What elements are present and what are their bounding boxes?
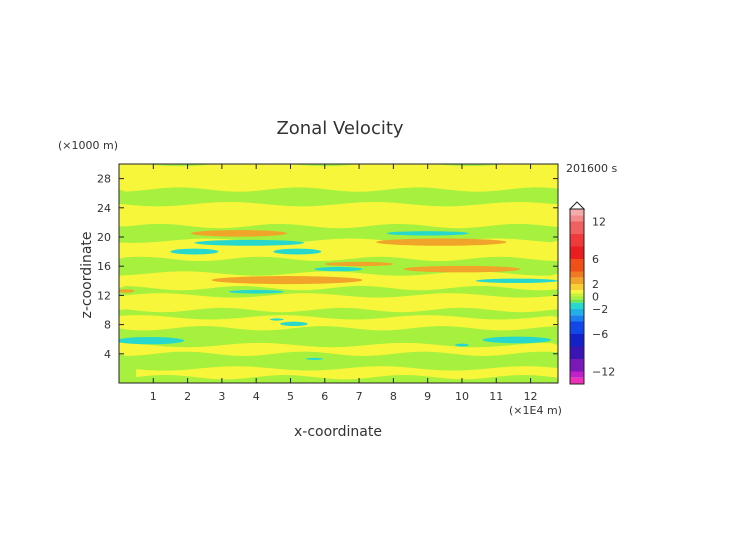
y-tick-label: 12 xyxy=(97,289,111,302)
colorbar-segment xyxy=(570,302,584,309)
x-tick-label: 2 xyxy=(184,390,191,403)
colorbar-segment xyxy=(570,221,584,234)
plot-area xyxy=(119,164,558,383)
y-tick-label: 24 xyxy=(97,202,111,215)
colorbar-segment xyxy=(570,284,584,291)
contour-blob xyxy=(305,357,324,361)
contour-blob xyxy=(376,238,507,246)
time-label: 201600 s xyxy=(566,162,617,175)
contour-band xyxy=(119,201,558,229)
x-tick-label: 4 xyxy=(253,390,260,403)
colorbar-segment xyxy=(570,346,584,359)
colorbar-segment xyxy=(570,293,584,297)
colorbar-tick-label: 12 xyxy=(592,216,606,229)
contour-blob xyxy=(280,321,308,327)
x-tick-label: 8 xyxy=(390,390,397,403)
contour-blob xyxy=(228,289,284,294)
contour-blob xyxy=(324,261,394,267)
x-tick-label: 5 xyxy=(287,390,294,403)
contour-band xyxy=(119,164,558,192)
x-tick-label: 6 xyxy=(321,390,328,403)
colorbar-segment xyxy=(570,259,584,272)
colorbar-segment xyxy=(570,359,584,372)
contour-blob xyxy=(455,343,469,347)
colorbar-segment xyxy=(570,321,584,334)
colorbar-segment xyxy=(570,377,584,384)
y-tick-label: 20 xyxy=(97,231,111,244)
colorbar-segment xyxy=(570,334,584,347)
x-axis-label: x-coordinate xyxy=(294,424,382,440)
x-unit-label: (×1E4 m) xyxy=(509,404,562,417)
colorbar-segment xyxy=(570,277,584,284)
colorbar-segment xyxy=(570,371,584,378)
x-ticks: 1 2 3 4 5 6 7 8 9 10 11 12 xyxy=(150,164,538,403)
x-tick-label: 1 xyxy=(150,390,157,403)
contour-blob xyxy=(403,265,521,273)
y-tick-label: 28 xyxy=(97,173,111,186)
contour-band xyxy=(136,366,558,380)
x-tick-label: 7 xyxy=(356,390,363,403)
colorbar-tick-label: 2 xyxy=(592,278,599,291)
y-tick-label: 8 xyxy=(104,319,111,332)
contour-band xyxy=(119,342,558,356)
contour-blob xyxy=(314,266,363,272)
contour-blob xyxy=(482,336,552,344)
x-tick-label: 12 xyxy=(524,390,538,403)
colorbar-segment xyxy=(570,271,584,278)
colorbar-tick-label: −12 xyxy=(592,366,615,379)
chart-title: Zonal Velocity xyxy=(276,118,403,139)
colorbar-segment xyxy=(570,290,584,294)
colorbar-segment xyxy=(570,215,584,222)
colorbar-segment xyxy=(570,209,584,216)
x-tick-label: 11 xyxy=(489,390,503,403)
contour-blob xyxy=(119,337,185,345)
y-tick-label: 16 xyxy=(97,260,111,273)
colorbar-segment xyxy=(570,315,584,322)
colorbar-extend-arrow xyxy=(568,201,586,210)
contour-blob xyxy=(194,239,305,246)
contour-blob xyxy=(269,318,284,321)
colorbar-segment xyxy=(570,234,584,247)
contour-blob xyxy=(191,230,288,237)
contour-blob xyxy=(475,278,558,283)
x-tick-label: 9 xyxy=(424,390,431,403)
contour-blob xyxy=(386,231,469,236)
colorbar-tick-label: −2 xyxy=(592,303,608,316)
colorbar-tick-label: −6 xyxy=(592,328,608,341)
y-ticks: 4 8 12 16 20 24 28 xyxy=(97,173,558,361)
plot-frame xyxy=(118,163,559,384)
colorbar-segment xyxy=(570,299,584,303)
contour-band xyxy=(119,293,558,313)
contour-blob xyxy=(273,248,322,255)
x-tick-label: 10 xyxy=(455,390,469,403)
colorbar-segment xyxy=(570,296,584,300)
colorbar-tick-label: 6 xyxy=(592,253,599,266)
y-tick-label: 4 xyxy=(104,348,111,361)
contour-band xyxy=(119,315,558,331)
contour-blob xyxy=(170,248,219,255)
colorbar: 12 6 20−2 −6 −12 xyxy=(568,201,615,385)
y-unit-label: (×1000 m) xyxy=(58,139,118,152)
y-axis-label: z-coordinate xyxy=(79,231,95,318)
colorbar-segment xyxy=(570,246,584,259)
colorbar-tick-label: 0 xyxy=(592,291,599,304)
contour-blob xyxy=(119,289,135,293)
contour-blob xyxy=(211,276,363,285)
x-tick-label: 3 xyxy=(218,390,225,403)
colorbar-segment xyxy=(570,309,584,316)
